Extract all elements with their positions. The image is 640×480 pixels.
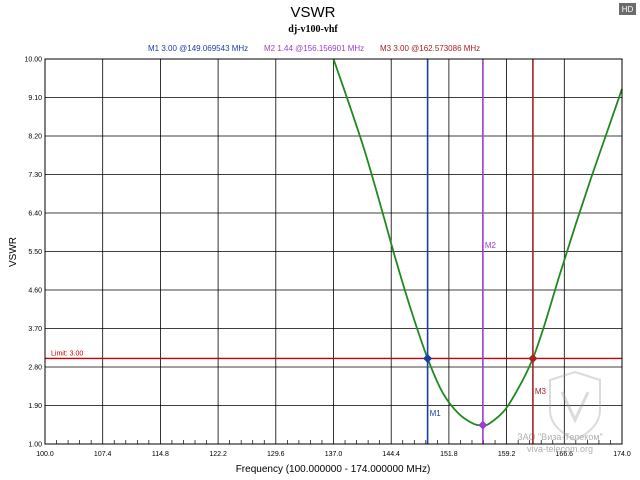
hd-badge-label: HD <box>622 5 634 14</box>
y-tick-label: 10.00 <box>24 57 42 64</box>
y-tick-label: 3.70 <box>28 326 42 333</box>
marker-tag-m3: M3 <box>535 387 547 396</box>
watermark-company: ЗАО "Виза-Телеком" <box>517 432 602 442</box>
tick-labels: 100.0 107.4 114.8 122.2 129.6 137.0 144.4 151.8… <box>24 57 630 459</box>
marker-layer: M1 M2 M3 <box>423 59 547 444</box>
x-tick-label: 129.6 <box>267 451 285 458</box>
marker-point-m3 <box>528 353 538 363</box>
marker-tag-m2: M2 <box>485 241 497 250</box>
x-tick-label: 174.0 <box>613 451 631 458</box>
y-tick-label: 4.60 <box>28 288 42 295</box>
y-tick-label: 1.00 <box>28 442 42 449</box>
y-tick-label: 2.80 <box>28 365 42 372</box>
marker-readout-m1: M1 3.00 @149.069543 MHz <box>148 44 248 53</box>
y-tick-label: 5.50 <box>28 249 42 256</box>
limit-layer: Limit: 3.00 <box>45 350 622 360</box>
plot-frame <box>44 58 623 445</box>
watermark-shield-icon <box>549 370 601 442</box>
x-tick-label: 144.4 <box>382 451 400 458</box>
watermark-site: viva-telecom.org <box>527 444 593 454</box>
limit-label: Limit: 3.00 <box>51 350 83 357</box>
y-tick-label: 6.40 <box>28 211 42 218</box>
series-layer <box>332 58 623 427</box>
marker-point-m1 <box>423 353 433 363</box>
x-tick-label: 151.8 <box>440 451 458 458</box>
series-line <box>332 58 623 427</box>
marker-readouts: M1 3.00 @149.069543 MHz M2 1.44 @156.1569… <box>148 44 480 53</box>
x-tick-label: 166.6 <box>556 451 574 458</box>
marker-point-m2 <box>478 420 488 430</box>
y-tick-label: 9.10 <box>28 95 42 102</box>
x-tick-label: 122.2 <box>209 451 227 458</box>
y-tick-label: 8.20 <box>28 134 42 141</box>
marker-readout-m2: M2 1.44 @156.156901 MHz <box>264 44 364 53</box>
watermark: ЗАО "Виза-Телеком" viva-telecom.org <box>517 370 603 454</box>
x-tick-label: 107.4 <box>94 451 112 458</box>
x-tick-label: 114.8 <box>152 451 169 458</box>
marker-tag-m1: M1 <box>430 409 442 418</box>
y-tick-label: 7.30 <box>28 172 42 179</box>
hd-badge[interactable]: HD <box>619 3 636 15</box>
x-axis-label: Frequency (100.000000 - 174.000000 MHz) <box>236 464 431 475</box>
chart-subtitle: dj-v100-vhf <box>288 24 338 35</box>
marker-readout-m3: M3 3.00 @162.573086 MHz <box>380 44 480 53</box>
x-tick-label: 100.0 <box>36 451 54 458</box>
y-axis-label: VSWR <box>8 237 19 267</box>
x-tick-label: 137.0 <box>325 451 343 458</box>
chart-title: VSWR <box>291 4 336 21</box>
y-tick-label: 1.90 <box>28 403 42 410</box>
x-tick-label: 159.2 <box>498 451 516 458</box>
